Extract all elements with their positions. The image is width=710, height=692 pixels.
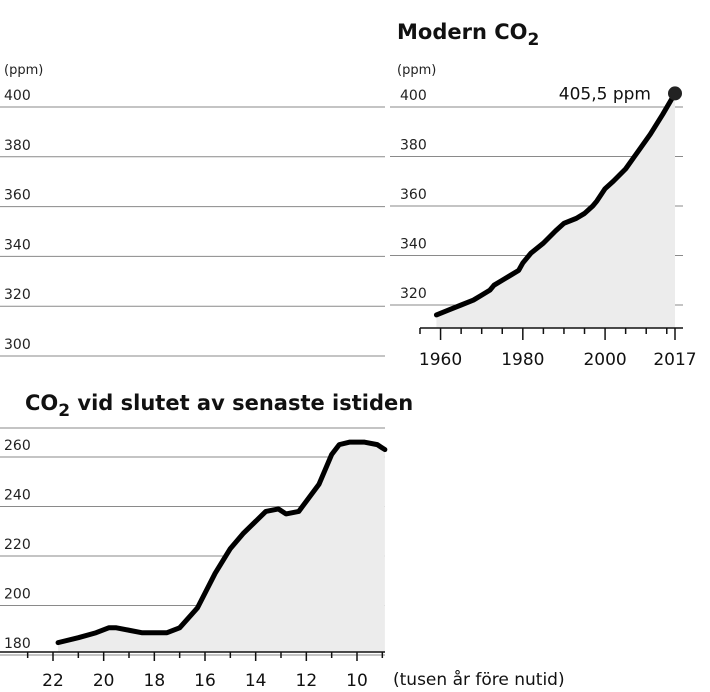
left-y-tick-label: 300 [4,337,31,353]
left-y-tick-label: 340 [4,237,31,253]
modern-endpoint-marker [668,86,682,101]
chart-modern: 400 380 360 340 320 (ppm) 405,5 ppm 1960 1980 200… [390,20,697,370]
modern-y-tick-label: 400 [400,88,427,104]
ice-y-tick-label: 260 [4,438,31,454]
chart-left-scale: 400 380 360 340 320 300 (ppm) [0,63,385,357]
left-y-unit: (ppm) [4,63,43,78]
left-y-tick-label: 380 [4,138,31,154]
ice-y-tick-label: 240 [4,488,31,504]
modern-x-tick-label: 2000 [583,350,626,370]
modern-x-tick-label: 2017 [653,350,696,370]
ice-y-tick-label: 220 [4,537,31,553]
left-y-tick-label: 360 [4,188,31,204]
left-y-tick-label: 400 [4,88,31,104]
ice-x-tick-label: 18 [144,671,166,691]
ice-x-axis-label: (tusen år före nutid) [393,669,565,690]
modern-x-tick-label: 1980 [501,350,544,370]
ice-x-tick-label: 22 [42,671,64,691]
modern-title: Modern CO2 [397,20,539,50]
ice-x-tick-label: 14 [245,671,267,691]
ice-title-subscript: 2 [58,401,70,421]
left-y-tick-label: 320 [4,287,31,303]
ice-title-rest: vid slutet av senaste istiden [70,391,413,415]
modern-y-tick-label: 380 [400,138,427,154]
ice-y-tick-label: 200 [4,587,31,603]
modern-y-tick-label: 360 [400,187,427,203]
modern-area [436,93,675,328]
ice-x-tick-label: 10 [346,671,368,691]
modern-y-tick-label: 320 [400,286,427,302]
modern-y-tick-label: 340 [400,237,427,253]
ice-series-line [55,439,388,646]
ice-x-tick-label: 16 [194,671,216,691]
modern-annotation-label: 405,5 ppm [559,84,651,104]
ice-x-tick-label: 12 [296,671,318,691]
modern-series-line [433,90,678,318]
ice-title: CO2 vid slutet av senaste istiden [25,391,413,421]
ice-x-tick-label: 20 [93,671,115,691]
modern-x-tick-label: 1960 [419,350,462,370]
ice-y-tick-label: 180 [4,636,31,652]
ice-area [58,442,385,652]
chart-ice-age: 260 240 220 200 180 22 20 18 16 14 12 10 (tusen år f… [0,391,565,691]
modern-title-subscript: 2 [527,30,539,50]
modern-y-unit: (ppm) [397,63,436,78]
